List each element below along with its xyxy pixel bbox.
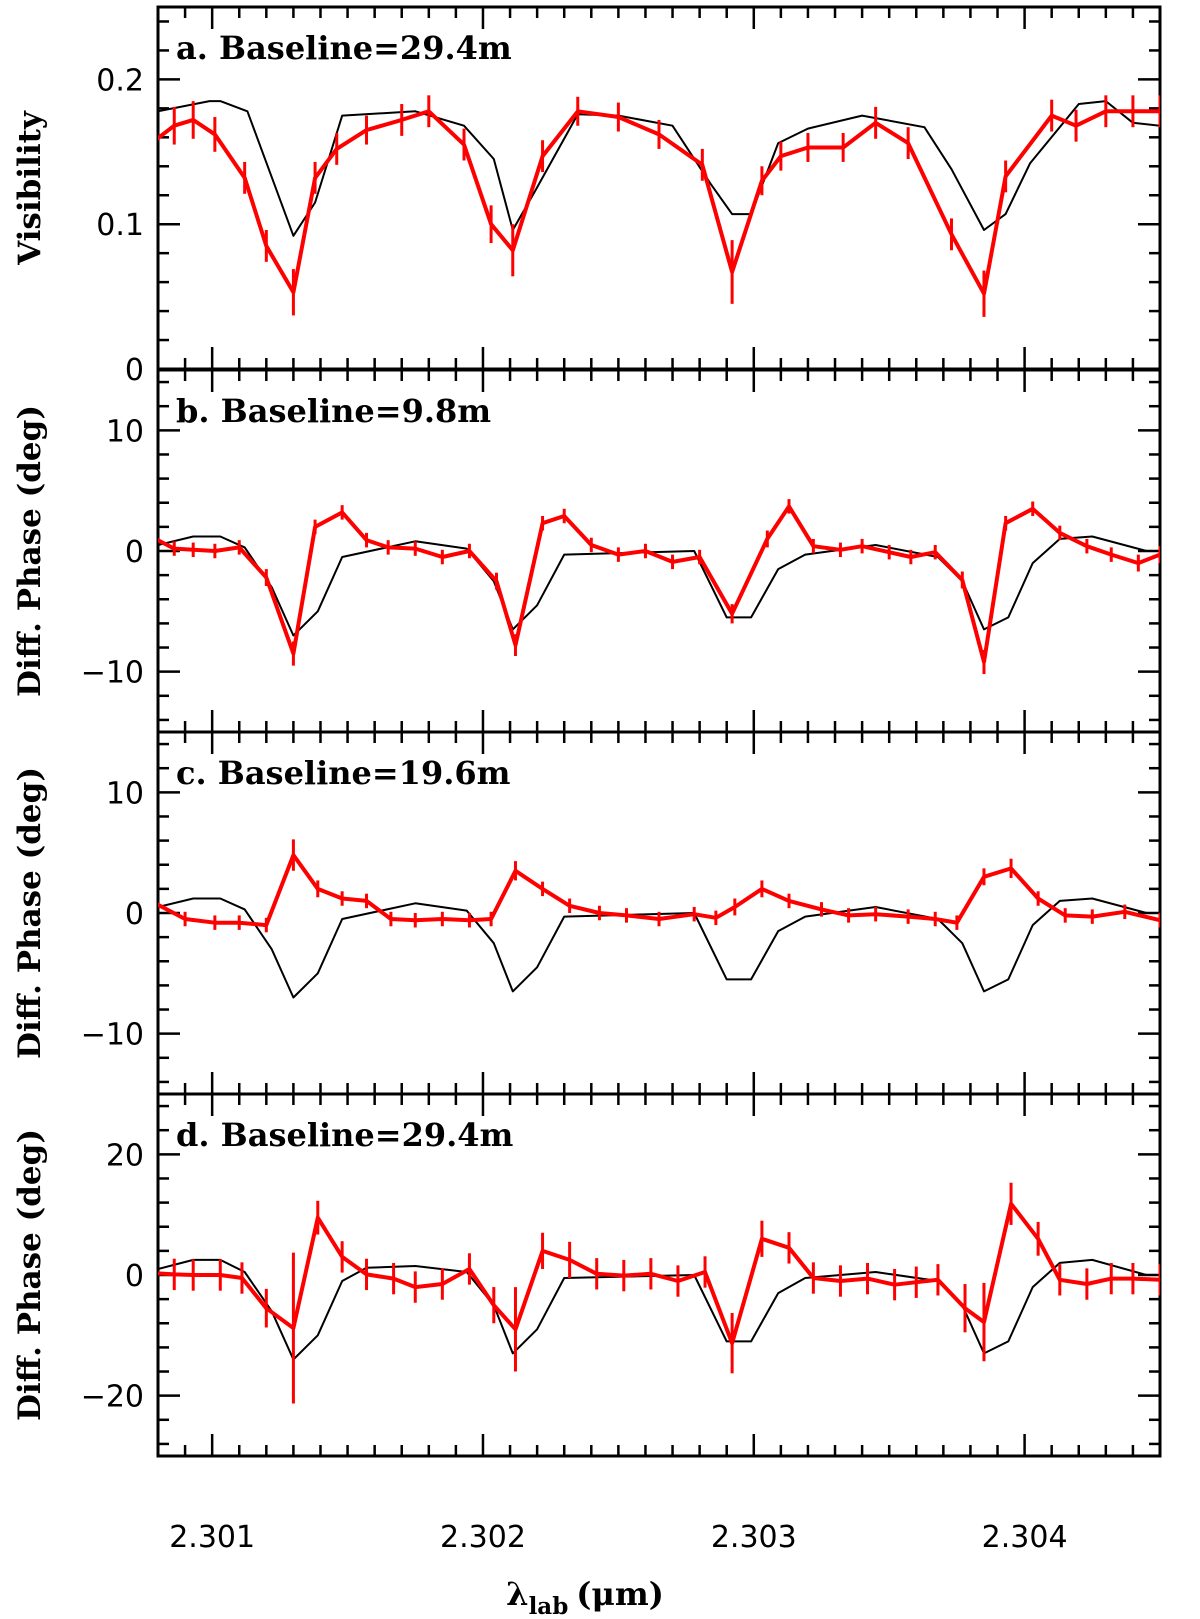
series-line-model	[158, 100, 1160, 237]
y-tick-label: 10	[106, 776, 144, 811]
y-tick-label: 0.2	[96, 63, 144, 98]
y-tick-label: −20	[81, 1380, 144, 1415]
x-tick-label: 2.301	[169, 1520, 255, 1555]
series-group	[158, 1182, 1160, 1404]
x-axis-title-lambda: λ	[506, 1575, 528, 1613]
series-group	[158, 95, 1160, 317]
panel-title: d. Baseline=29.4m	[176, 1116, 514, 1154]
panel-title: b. Baseline=9.8m	[176, 392, 491, 430]
x-axis-title-subscript: lab	[529, 1593, 569, 1619]
y-tick-label: 10	[106, 414, 144, 449]
x-axis-title: λlab (μm)	[506, 1575, 664, 1619]
y-axis-title: Diff. Phase (deg)	[12, 767, 48, 1059]
y-tick-label: 20	[106, 1138, 144, 1173]
panel-title: a. Baseline=29.4m	[176, 29, 512, 67]
x-axis-labels: 2.301 2.302 2.303 2.304	[169, 1520, 1067, 1555]
y-tick-label: −10	[81, 1018, 144, 1053]
y-axis-title: Visibility	[12, 110, 48, 266]
x-axis-title-unit: (μm)	[576, 1575, 664, 1613]
panel-c: −10 0 10 Diff. Phase (deg) c. Baseline=19.6m	[12, 730, 1162, 1096]
y-axis-title: Diff. Phase (deg)	[12, 1129, 48, 1421]
y-axis-title: Diff. Phase (deg)	[12, 405, 48, 697]
series-line-model	[158, 535, 1160, 637]
x-tick-label: 2.302	[440, 1520, 526, 1555]
series-line-data	[158, 1201, 1160, 1346]
y-tick-label: 0.1	[96, 208, 144, 243]
panel-b: −10 0 10 Diff. Phase (deg) b. Baseline=9.8m	[12, 368, 1162, 734]
y-tick-label: 0	[125, 353, 144, 388]
panel-d: −20 0 20 Diff. Phase (deg) d. Baseline=29.4m	[12, 1092, 1162, 1458]
series-line-data	[158, 504, 1160, 664]
series-group	[158, 499, 1160, 675]
y-tick-label: 0	[125, 897, 144, 932]
x-tick-label: 2.303	[711, 1520, 797, 1555]
series-group	[158, 839, 1160, 999]
panels: 0 0.1 0.2 Visibility a. Baseline=29.4m −10 0 10…	[12, 5, 1162, 1458]
series-line-data	[158, 853, 1160, 928]
x-tick-label: 2.304	[982, 1520, 1068, 1555]
y-tick-label: −10	[81, 656, 144, 691]
y-tick-label: 0	[125, 1259, 144, 1294]
y-tick-label: 0	[125, 535, 144, 570]
panel-title: c. Baseline=19.6m	[176, 754, 511, 792]
panel-a: 0 0.1 0.2 Visibility a. Baseline=29.4m	[12, 5, 1162, 388]
